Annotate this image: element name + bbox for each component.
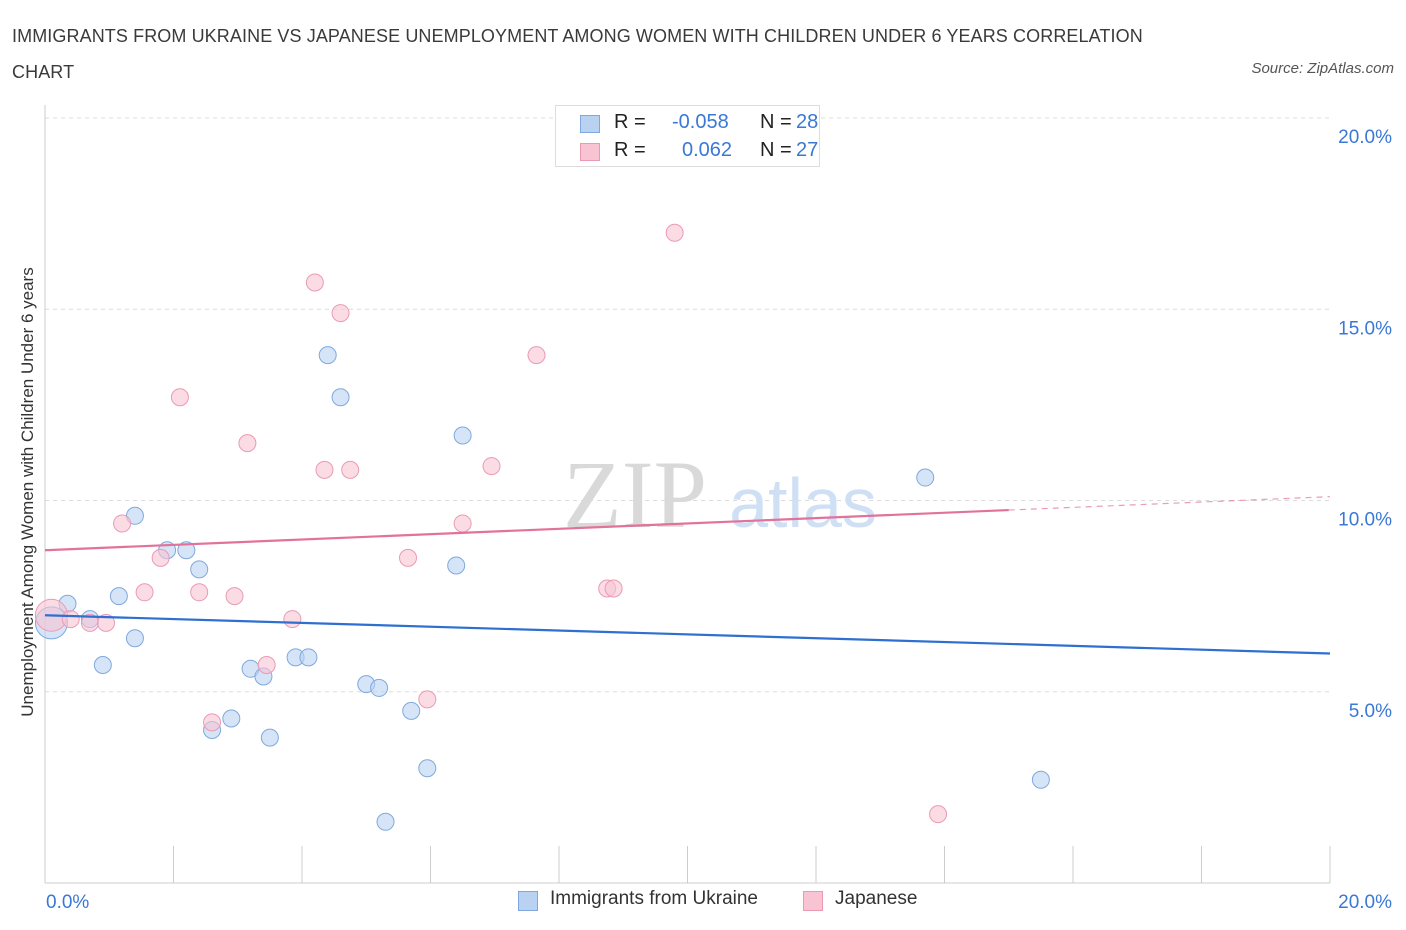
japanese-point [482, 457, 501, 476]
japanese-point [257, 655, 276, 674]
y-tick-label: 10.0% [1338, 510, 1392, 531]
ukraine-point [177, 541, 196, 560]
ukraine-point [109, 587, 128, 606]
tick-labels: 5.0% 10.0% 15.0% 20.0% 0.0% 20.0% [46, 127, 1392, 913]
ukraine-point [299, 648, 318, 667]
y-tick-label: 20.0% [1338, 127, 1392, 148]
watermark-zip: ZIP [563, 441, 707, 548]
ukraine-point [916, 468, 935, 487]
correlation-legend: R = -0.058 N = 28 R = 0.062 N = 27 [555, 105, 820, 167]
japanese-point [225, 587, 244, 606]
ukraine-point [222, 709, 241, 728]
data-points [34, 223, 1050, 831]
source-label: Source: ZipAtlas.com [1251, 60, 1394, 77]
ukraine-point [125, 629, 144, 648]
japanese-point [190, 583, 209, 602]
trend-line-japanese [44, 508, 1009, 552]
legend-swatch-japanese [580, 143, 600, 161]
gridlines [45, 117, 1330, 693]
ukraine-point [402, 701, 421, 720]
trend-line-japanese-extension [1008, 496, 1331, 511]
legend-r-label: R = [614, 111, 646, 133]
legend-r-value: 0.062 [682, 139, 733, 161]
legend-n-label: N = [760, 139, 792, 161]
ukraine-point [447, 556, 466, 575]
ukraine-point [190, 560, 209, 579]
bottom-legend-swatch-japanese [803, 891, 823, 911]
bottom-legend-swatch-ukraine [518, 891, 538, 911]
bottom-legend-label-japanese: Japanese [835, 888, 918, 909]
bottom-legend-label-ukraine: Immigrants from Ukraine [550, 888, 758, 909]
ukraine-point [318, 346, 337, 365]
japanese-point [151, 548, 170, 567]
axes [44, 105, 1331, 884]
legend-r-value: -0.058 [672, 111, 729, 133]
japanese-point [203, 713, 222, 732]
japanese-point [135, 583, 154, 602]
japanese-point [238, 434, 257, 453]
ukraine-point [418, 759, 437, 778]
japanese-point [453, 514, 472, 533]
watermark-atlas: atlas [729, 464, 877, 542]
legend-n-label: N = [760, 111, 792, 133]
japanese-point [113, 514, 132, 533]
x-tick-label: 0.0% [46, 892, 89, 913]
japanese-point [341, 460, 360, 479]
trend-line-ukraine [44, 614, 1331, 655]
y-tick-label: 15.0% [1338, 318, 1392, 339]
japanese-point [929, 805, 948, 824]
japanese-point [399, 548, 418, 567]
ukraine-point [93, 655, 112, 674]
ukraine-point [376, 812, 395, 831]
y-tick-label: 5.0% [1349, 701, 1392, 722]
x-tick-label: 20.0% [1338, 892, 1392, 913]
japanese-point [418, 690, 437, 709]
ukraine-point [260, 728, 279, 747]
ukraine-point [453, 426, 472, 445]
japanese-point [331, 304, 350, 323]
japanese-point [315, 460, 334, 479]
japanese-point [604, 579, 623, 598]
legend-n-value: 27 [796, 139, 819, 161]
japanese-point [665, 223, 684, 242]
chart-title: IMMIGRANTS FROM UKRAINE VS JAPANESE UNEM… [12, 26, 1143, 82]
legend-swatch-ukraine [580, 115, 600, 133]
legend-r-label: R = [614, 139, 646, 161]
japanese-point [61, 610, 80, 629]
legend-n-value: 28 [796, 111, 819, 133]
ukraine-point [370, 678, 389, 697]
japanese-point [97, 613, 116, 632]
ukraine-point [331, 388, 350, 407]
japanese-point [305, 273, 324, 292]
trend-lines [44, 496, 1331, 655]
ukraine-point [1031, 770, 1050, 789]
japanese-point [527, 346, 546, 365]
japanese-point [170, 388, 189, 407]
japanese-point [283, 610, 302, 629]
